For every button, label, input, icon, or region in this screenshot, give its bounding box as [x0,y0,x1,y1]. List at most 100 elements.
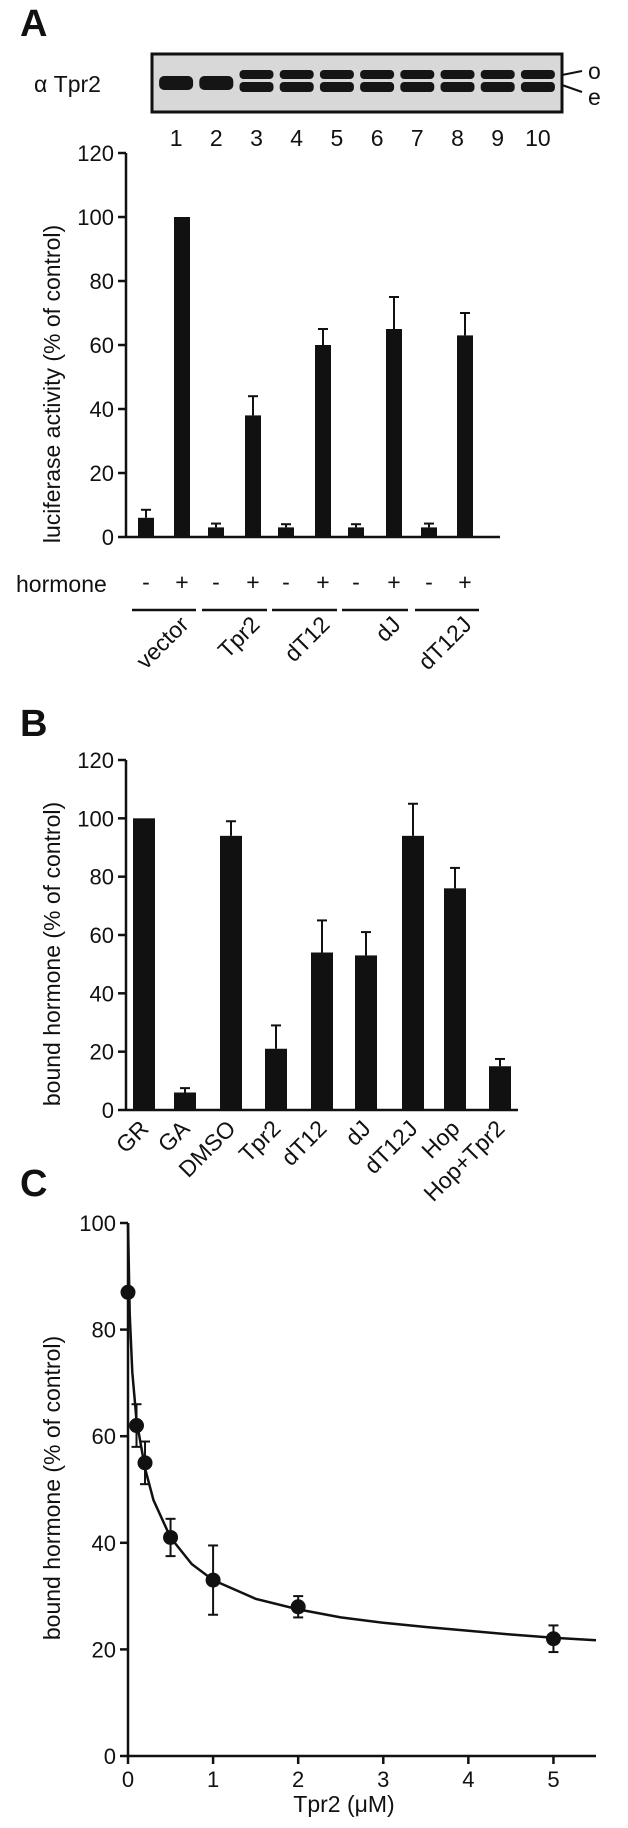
chart-a-ylabel: luciferase activity (% of control) [39,225,65,543]
y-tick-label: 100 [77,205,114,230]
blot-bands [159,70,555,92]
blot-band-lower [319,82,354,92]
y-tick-label: 120 [77,141,114,166]
panel-c-letter: C [20,1163,47,1205]
bar [315,345,331,537]
category-label: GR [111,1115,154,1158]
y-tick-label: 60 [92,1424,116,1449]
chart-c-marks [120,1222,597,1654]
bar [311,952,333,1110]
lane-number: 1 [170,125,183,151]
y-tick-label: 40 [90,981,114,1006]
data-point [129,1418,145,1434]
bar [265,1048,287,1110]
group-label: Tpr2 [213,611,265,663]
hormone-sign: + [387,569,400,595]
blot-band-upper [239,70,274,79]
chart-b: bound hormone (% of control) 0 20 40 60 80 10… [39,748,518,1206]
chart-b-ylabel: bound hormone (% of control) [39,802,65,1106]
bar [174,1092,196,1110]
chart-c-axes: 0 20 40 60 80 100 0 1 2 3 4 5 [79,1211,596,1792]
category-label: Tpr2 [234,1115,286,1167]
blot-band-lower [159,76,194,90]
bar [355,955,377,1110]
chart-a-hormone-signs: - + - + - + - + - + [142,569,472,595]
bar [245,415,261,537]
y-tick-label: 20 [90,1040,114,1065]
lane-number: 9 [491,125,504,151]
bar [457,335,473,537]
blot-band-lower [279,82,314,92]
x-tick-label: 3 [377,1767,389,1792]
bar [348,527,364,537]
y-tick-label: 80 [90,865,114,890]
blot-band-lower [239,82,274,92]
western-blot: α Tpr2 o e 1 2 3 4 5 6 7 8 9 10 [34,52,601,151]
lane-number: 10 [525,125,551,151]
y-tick-label: 100 [77,806,114,831]
x-tick-label: 1 [207,1767,219,1792]
chart-a-marks [138,217,473,537]
band-label-upper: o [588,58,601,84]
bar [421,527,437,537]
category-label: dJ [340,1115,376,1151]
blot-band-upper [319,70,354,79]
panel-a-letter: A [20,3,47,45]
category-label: dT12 [276,1115,331,1170]
panel-b-letter: B [20,703,47,745]
blot-band-upper [480,70,515,79]
data-point [163,1529,179,1545]
band-pointer-lower [561,84,583,93]
band-label-lower: e [588,84,601,110]
lane-number: 8 [451,125,464,151]
category-label: dT12J [359,1115,423,1179]
data-point [137,1455,153,1471]
x-tick-label: 2 [292,1767,304,1792]
bar [220,835,242,1110]
group-label: dJ [370,611,406,647]
y-tick-label: 0 [102,525,114,550]
y-tick-label: 120 [77,748,114,773]
hormone-sign: - [142,569,150,595]
y-tick-label: 80 [90,269,114,294]
blot-antibody-label: α Tpr2 [34,71,101,97]
chart-c-ylabel: bound hormone (% of control) [39,1336,65,1640]
blot-band-upper [400,70,435,79]
lane-number: 4 [290,125,303,151]
blot-band-upper [279,70,314,79]
y-tick-label: 0 [104,1744,116,1769]
group-label: vector [131,611,194,674]
blot-band-lower [400,82,435,92]
chart-c: bound hormone (% of control) 02040608010… [39,1211,597,1817]
x-tick-label: 5 [547,1767,559,1792]
bar [208,527,224,537]
chart-a-group-labels: vector Tpr2 dT12 dJ dT12J [131,608,479,675]
data-point [205,1572,221,1588]
bar [489,1066,511,1110]
blot-band-upper [440,70,475,79]
chart-c-xlabel: Tpr2 (μM) [293,1791,394,1817]
group-label: dT12 [279,611,334,666]
blot-band-upper [520,70,555,79]
bar [174,217,190,537]
data-point [120,1284,136,1300]
bar [444,888,466,1110]
y-tick-label: 60 [90,923,114,948]
hormone-sign: - [352,569,360,595]
bar [386,329,402,537]
blot-band-lower [199,76,234,90]
lane-numbers: 1 2 3 4 5 6 7 8 9 10 [170,125,551,151]
hormone-sign: - [425,569,433,595]
hormone-sign: + [246,569,259,595]
data-point [545,1631,561,1647]
lane-number: 3 [250,125,263,151]
blot-band-lower [480,82,515,92]
y-tick-label: 60 [90,333,114,358]
lane-number: 2 [210,125,223,151]
blot-band-lower [520,82,555,92]
blot-band-lower [360,82,395,92]
hormone-sign: + [458,569,471,595]
bar [402,835,424,1110]
